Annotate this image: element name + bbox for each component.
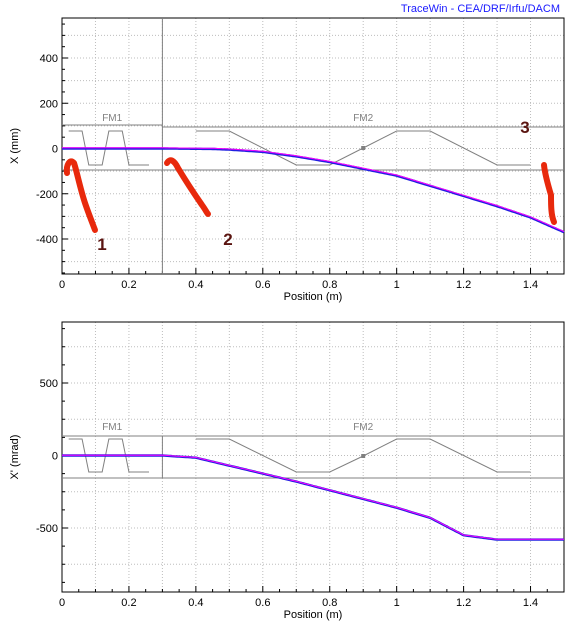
y-tick-label: -500 bbox=[36, 523, 58, 535]
annotation-number: 2 bbox=[223, 230, 232, 249]
plot-1: 0 0.2 0.4 0.6 0.8 1 1.2 1.4 400 200 0 -200 -400 Posit… bbox=[9, 17, 565, 303]
x-tick-label: 0 bbox=[59, 597, 65, 609]
y-axis-label: X' (mrad) bbox=[9, 435, 21, 480]
x-tick-label: 1 bbox=[394, 279, 400, 291]
y-axis-label: X (mm) bbox=[9, 128, 21, 164]
x-tick-label: 1 bbox=[394, 597, 400, 609]
x-tick-label: 1.2 bbox=[456, 597, 471, 609]
x-tick-label: 0.2 bbox=[121, 597, 136, 609]
y-tick-label: 200 bbox=[40, 98, 58, 110]
annotation-stroke-2 bbox=[164, 157, 211, 217]
beam-centroid-line bbox=[62, 147, 565, 232]
plot-frame bbox=[61, 17, 565, 275]
y-tick-label: 400 bbox=[40, 53, 58, 65]
x-tick-label: 0.4 bbox=[188, 597, 203, 609]
x-tick-label: 0.8 bbox=[322, 279, 337, 291]
beam-envelope-line bbox=[62, 147, 565, 234]
x-tick-label: 0 bbox=[59, 279, 65, 291]
annotation-stroke-3 bbox=[541, 162, 557, 225]
fm2-label: FM2 bbox=[353, 113, 373, 124]
x-tick-label: 0.4 bbox=[188, 279, 203, 291]
annotation-number: 3 bbox=[520, 118, 529, 137]
annotation-stroke-1 bbox=[63, 158, 98, 233]
plot-2: 0 0.2 0.4 0.6 0.8 1 1.2 1.4 500 0 -500 Position (m)… bbox=[9, 321, 565, 621]
x-tick-label: 0.8 bbox=[322, 597, 337, 609]
fm1-label: FM1 bbox=[102, 422, 122, 433]
fm1-label: FM1 bbox=[102, 113, 122, 124]
y-tick-label: 0 bbox=[52, 144, 58, 156]
y-tick-label: -400 bbox=[36, 234, 58, 246]
fm2-label: FM2 bbox=[353, 422, 373, 433]
x-tick-label: 0.2 bbox=[121, 279, 136, 291]
x-axis-label: Position (m) bbox=[284, 609, 343, 621]
fm2-center-marker bbox=[361, 454, 366, 458]
y-tick-label: -200 bbox=[36, 189, 58, 201]
beamline-elements bbox=[62, 435, 564, 479]
annotation-number: 1 bbox=[97, 235, 106, 254]
beam-centroid-line bbox=[62, 454, 564, 540]
y-tick-label: 500 bbox=[40, 378, 58, 390]
x-tick-label: 1.2 bbox=[456, 279, 471, 291]
y-tick-label: 0 bbox=[52, 451, 58, 463]
hand-annotations bbox=[63, 157, 557, 233]
x-tick-label: 1.4 bbox=[523, 597, 538, 609]
x-tick-label: 0.6 bbox=[255, 279, 270, 291]
app-credit: TraceWin - CEA/DRF/Irfu/DACM bbox=[400, 3, 560, 15]
x-tick-label: 1.4 bbox=[523, 279, 538, 291]
plot-frame bbox=[61, 321, 565, 593]
beamline-elements bbox=[62, 18, 564, 274]
x-axis-label: Position (m) bbox=[284, 291, 343, 303]
x-tick-label: 0.6 bbox=[255, 597, 270, 609]
fm2-center-marker bbox=[361, 146, 366, 150]
